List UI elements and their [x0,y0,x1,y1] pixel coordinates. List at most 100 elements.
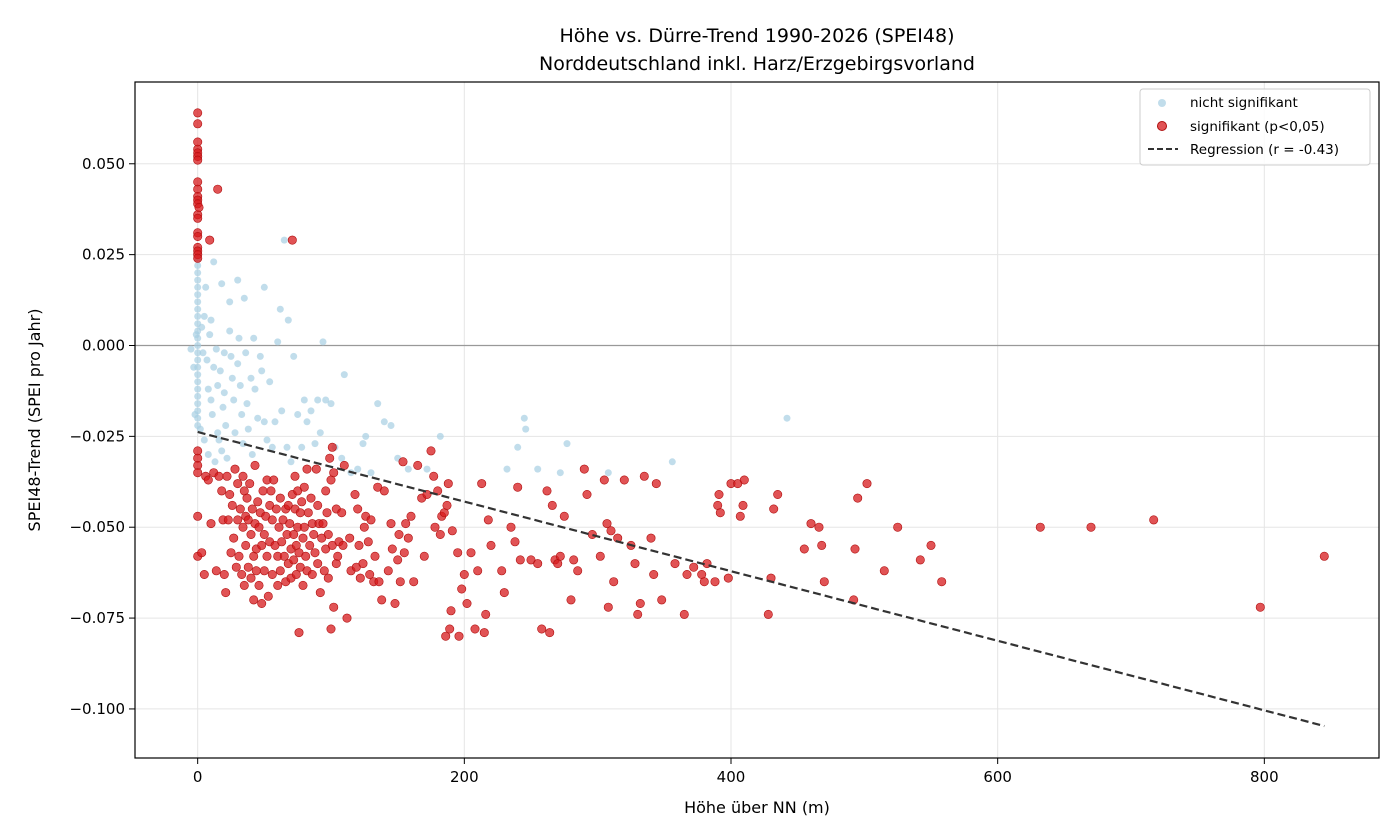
point-signifikant [222,471,232,481]
point-signifikant [817,540,827,550]
point-signifikant [399,548,409,558]
x-axis-label: Höhe über NN (m) [684,798,830,817]
point-nicht-signifikant [226,298,234,306]
point-nicht-signifikant [338,454,346,462]
point-nicht-signifikant [208,411,216,418]
point-nicht-signifikant [514,443,522,451]
point-signifikant [234,551,244,561]
point-nicht-signifikant [534,465,542,473]
grid [135,82,1379,758]
point-signifikant [403,533,413,543]
point-nicht-signifikant [263,436,271,444]
point-nicht-signifikant [307,407,315,415]
legend: nicht signifikant signifikant (p<0,05) R… [1139,88,1371,166]
point-signifikant [587,529,597,539]
point-signifikant [579,464,589,474]
point-nicht-signifikant [260,283,268,291]
point-signifikant [225,489,235,499]
point-signifikant [303,508,313,518]
point-nicht-signifikant [240,294,248,302]
point-nicht-signifikant [327,400,335,408]
point-signifikant [354,540,364,550]
point-signifikant [473,566,483,576]
point-nicht-signifikant [190,363,198,371]
point-signifikant [279,551,289,561]
point-nicht-signifikant [214,382,222,389]
point-signifikant [259,566,269,576]
point-signifikant [203,475,213,485]
point-nicht-signifikant [194,349,202,357]
point-signifikant [221,588,231,598]
point-signifikant [582,489,592,499]
point-signifikant [441,631,451,641]
legend-box [1139,88,1371,166]
point-signifikant [569,555,579,565]
point-nicht-signifikant [212,345,220,353]
point-signifikant [689,562,699,572]
point-signifikant [443,479,453,489]
point-signifikant [323,573,333,583]
point-signifikant [321,486,331,496]
point-signifikant [806,519,816,529]
point-signifikant [383,566,393,576]
point-nicht-signifikant [276,305,284,313]
point-nicht-signifikant [300,396,308,404]
point-signifikant [237,569,247,579]
point-signifikant [289,529,299,539]
point-nicht-signifikant [314,396,322,404]
point-nicht-signifikant [204,451,212,458]
point-nicht-signifikant [436,432,444,440]
point-signifikant [682,569,692,579]
point-nicht-signifikant [563,440,571,448]
point-signifikant [409,577,419,587]
point-signifikant [353,504,363,514]
legend-label-signifikant: signifikant (p<0,05) [1190,119,1325,135]
point-nicht-signifikant [322,396,330,404]
point-signifikant [630,559,640,569]
point-signifikant [430,522,440,532]
point-signifikant [193,253,203,263]
point-nicht-signifikant [236,382,244,389]
legend-label-regression: Regression (r = -0.43) [1190,142,1339,158]
y-tick-label: −0.100 [69,700,125,718]
point-signifikant [307,569,317,579]
point-signifikant [322,508,332,518]
point-signifikant [241,540,251,550]
point-signifikant [513,482,523,492]
point-signifikant [251,566,261,576]
point-signifikant [355,573,365,583]
point-signifikant [193,511,203,521]
point-nicht-signifikant [194,385,202,393]
point-signifikant [250,460,260,470]
point-signifikant [249,595,259,605]
point-signifikant [599,475,609,485]
point-signifikant [194,202,204,212]
point-signifikant [267,515,277,525]
point-signifikant [305,540,315,550]
point-signifikant [213,184,223,194]
point-nicht-signifikant [423,465,431,473]
point-nicht-signifikant [362,432,370,440]
point-signifikant [298,580,308,590]
point-nicht-signifikant [194,378,202,386]
point-signifikant [217,486,227,496]
point-signifikant [799,544,809,554]
point-signifikant [679,609,689,619]
point-signifikant [205,235,215,245]
point-signifikant [233,479,243,489]
point-signifikant [230,464,240,474]
point-signifikant [253,497,263,507]
point-nicht-signifikant [243,400,251,408]
point-nicht-signifikant [219,403,227,411]
point-signifikant [238,522,248,532]
point-nicht-signifikant [242,349,250,357]
point-signifikant [435,529,445,539]
point-signifikant [193,108,203,118]
point-nicht-signifikant [211,458,219,466]
point-signifikant [193,119,203,129]
point-signifikant [350,489,360,499]
point-nicht-signifikant [231,429,239,437]
point-signifikant [406,511,416,521]
x-tick-label: 200 [450,768,479,786]
point-signifikant [299,482,309,492]
